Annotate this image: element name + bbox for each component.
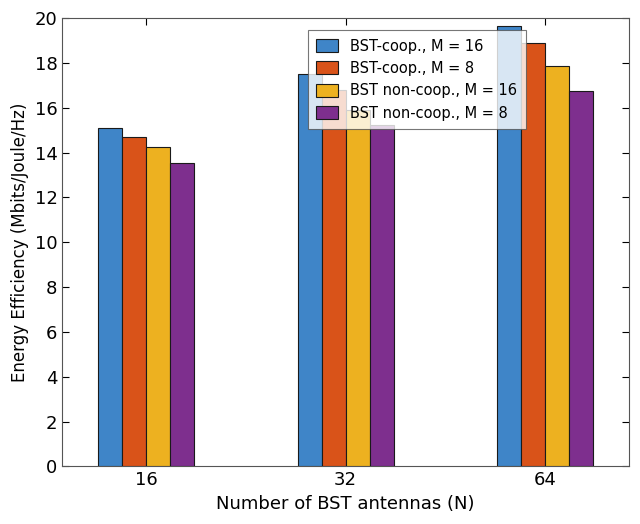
- Bar: [122, 137, 146, 466]
- Bar: [298, 74, 322, 466]
- Bar: [170, 163, 194, 466]
- Legend: BST-coop., M = 16, BST-coop., M = 8, BST non-coop., M = 16, BST non-coop., M = 8: BST-coop., M = 16, BST-coop., M = 8, BST…: [308, 30, 525, 129]
- Y-axis label: Energy Efficiency (Mbits/Joule/Hz): Energy Efficiency (Mbits/Joule/Hz): [11, 103, 29, 382]
- Bar: [346, 110, 369, 466]
- X-axis label: Number of BST antennas (N): Number of BST antennas (N): [216, 495, 475, 513]
- Bar: [99, 128, 122, 466]
- Bar: [369, 125, 394, 466]
- Bar: [322, 90, 346, 466]
- Bar: [146, 147, 170, 466]
- Bar: [569, 91, 593, 466]
- Bar: [521, 43, 545, 466]
- Bar: [497, 26, 521, 466]
- Bar: [545, 67, 569, 466]
